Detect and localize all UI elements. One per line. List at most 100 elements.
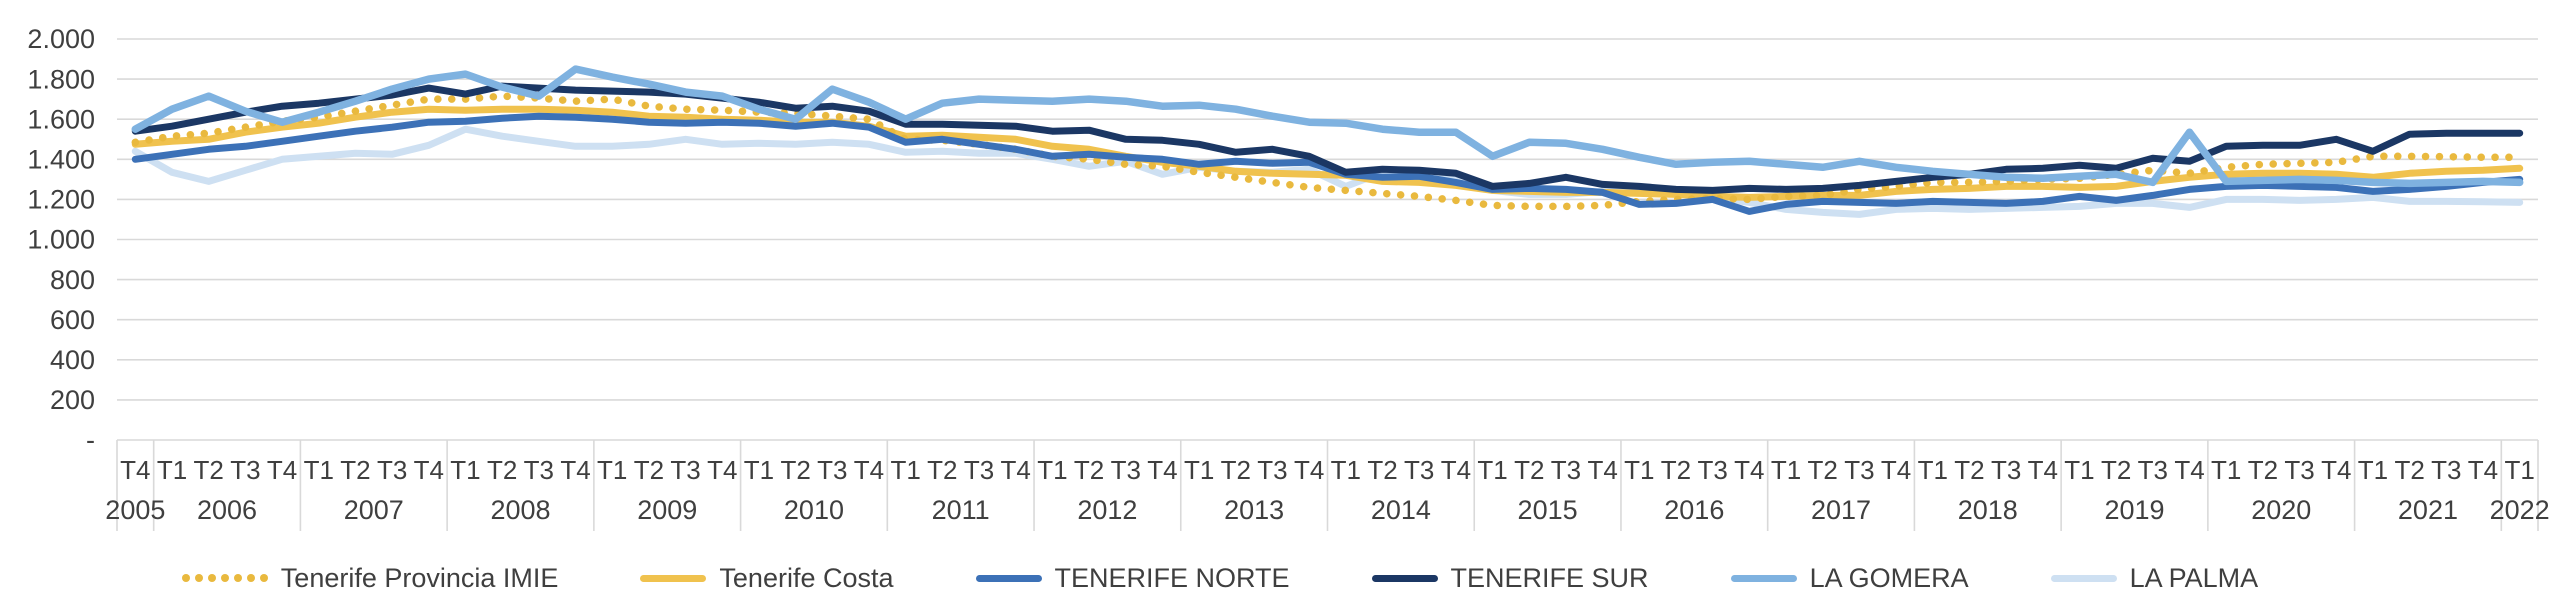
year-label: 2010: [784, 495, 844, 525]
legend-dot: [181, 574, 190, 582]
quarter-label: T4: [2468, 455, 2498, 485]
quarter-label: T1: [1771, 455, 1801, 485]
quarter-label: T4: [1001, 455, 1031, 485]
legend-swatch: [640, 574, 707, 582]
quarter-label: T3: [1551, 455, 1581, 485]
y-axis-tick-label: 400: [50, 345, 95, 375]
year-label: 2009: [637, 495, 697, 525]
quarter-label: T3: [817, 455, 847, 485]
quarter-label: T4: [1294, 455, 1324, 485]
quarter-label: T4: [2321, 455, 2351, 485]
legend-swatch: [1730, 574, 1797, 582]
quarter-label: T3: [1697, 455, 1727, 485]
legend-item-la-gomera: LA GOMERA: [1730, 562, 1969, 594]
quarter-label: T1: [2358, 455, 2388, 485]
legend-item-tenerife-provincia-imie: Tenerife Provincia IMIE: [181, 562, 559, 594]
series-line-tenerife-norte: [131, 112, 2524, 215]
quarter-label: T1: [1331, 455, 1361, 485]
legend-swatch: [2050, 574, 2117, 582]
legend-dot: [207, 574, 216, 582]
quarter-label: T3: [1257, 455, 1287, 485]
chart-canvas: 2.000 1.800 1.600 1.400 1.200 1.000 800 600 400 2…: [27, 24, 2550, 531]
quarter-label: T3: [2284, 455, 2314, 485]
quarter-label: T4: [707, 455, 737, 485]
quarter-label: T1: [1477, 455, 1507, 485]
quarter-label: T4: [1587, 455, 1617, 485]
year-label: 2019: [2104, 495, 2164, 525]
quarter-label: T3: [1111, 455, 1141, 485]
y-axis-tick-label: 1.800: [27, 64, 95, 94]
quarter-label: T1: [744, 455, 774, 485]
quarter-label: T2: [1954, 455, 1984, 485]
legend-item-la-palma: LA PALMA: [2050, 562, 2259, 594]
y-axis-tick-label: 800: [50, 265, 95, 295]
quarter-label: T4: [854, 455, 884, 485]
legend-label: LA GOMERA: [1809, 562, 1969, 593]
quarter-label: T2: [194, 455, 224, 485]
y-axis-tick-label: 2.000: [27, 24, 95, 54]
legend-dot: [220, 574, 229, 582]
legend-label: TENERIFE NORTE: [1054, 562, 1290, 593]
quarter-label: T4: [414, 455, 444, 485]
quarter-label: T3: [670, 455, 700, 485]
legend-dot: [259, 574, 268, 582]
quarter-label: T1: [2211, 455, 2241, 485]
y-axis-tick-label: 200: [50, 385, 95, 415]
quarter-label: T2: [2248, 455, 2278, 485]
quarter-label: T4: [1734, 455, 1764, 485]
quarter-label: T4: [560, 455, 590, 485]
quarter-label: T2: [780, 455, 810, 485]
legend-swatch: [975, 574, 1042, 582]
line-chart: 2.000 1.800 1.600 1.400 1.200 1.000 800 600 400 2…: [27, 24, 2550, 531]
quarter-label: T3: [1991, 455, 2021, 485]
quarter-label: T1: [157, 455, 187, 485]
quarter-label: T1: [1037, 455, 1067, 485]
quarter-label: T3: [1404, 455, 1434, 485]
quarter-label: T2: [634, 455, 664, 485]
quarter-label: T2: [1808, 455, 1838, 485]
legend-label: Tenerife Costa: [719, 562, 894, 593]
quarter-label: T2: [1367, 455, 1397, 485]
chart-legend: Tenerife Provincia IMIE Tenerife Costa TEN…: [0, 556, 2500, 600]
quarter-label: T3: [230, 455, 260, 485]
quarter-label: T3: [964, 455, 994, 485]
quarter-label: T1: [1184, 455, 1214, 485]
quarter-label: T1: [304, 455, 334, 485]
legend-item-tenerife-norte: TENERIFE NORTE: [975, 562, 1290, 594]
y-axis-tick-label: 1.200: [27, 185, 95, 215]
quarter-label: T2: [2101, 455, 2131, 485]
quarter-label: T3: [2431, 455, 2461, 485]
quarter-label: T4: [1147, 455, 1177, 485]
quarter-label: T3: [1844, 455, 1874, 485]
quarter-label: T2: [340, 455, 370, 485]
legend-label: Tenerife Provincia IMIE: [280, 562, 559, 593]
quarter-label: T2: [927, 455, 957, 485]
year-label: 2008: [490, 495, 550, 525]
year-label: 2016: [1664, 495, 1724, 525]
y-axis-tick-label: 1.000: [27, 225, 95, 255]
year-label: 2018: [1958, 495, 2018, 525]
year-label: 2022: [2490, 495, 2550, 525]
legend-dot: [194, 574, 203, 582]
quarter-label: T4: [1881, 455, 1911, 485]
quarter-label: T3: [524, 455, 554, 485]
quarter-label: T4: [2028, 455, 2058, 485]
year-label: 2014: [1371, 495, 1431, 525]
quarter-label: T2: [1221, 455, 1251, 485]
year-label: 2006: [197, 495, 257, 525]
quarter-label: T1: [450, 455, 480, 485]
quarter-label: T1: [890, 455, 920, 485]
legend-label: LA PALMA: [2129, 562, 2259, 593]
y-axis-tick-label: 1.600: [27, 104, 95, 134]
quarter-label: T1: [1624, 455, 1654, 485]
quarter-label: T2: [2394, 455, 2424, 485]
year-label: 2007: [344, 495, 404, 525]
quarter-label: T4: [2174, 455, 2204, 485]
year-label: 2021: [2398, 495, 2458, 525]
legend-swatch: [181, 574, 268, 582]
quarter-label: T2: [1074, 455, 1104, 485]
quarter-label: T4: [267, 455, 297, 485]
legend-dot: [233, 574, 242, 582]
year-label: 2017: [1811, 495, 1871, 525]
y-axis-tick-label: -: [86, 425, 95, 455]
